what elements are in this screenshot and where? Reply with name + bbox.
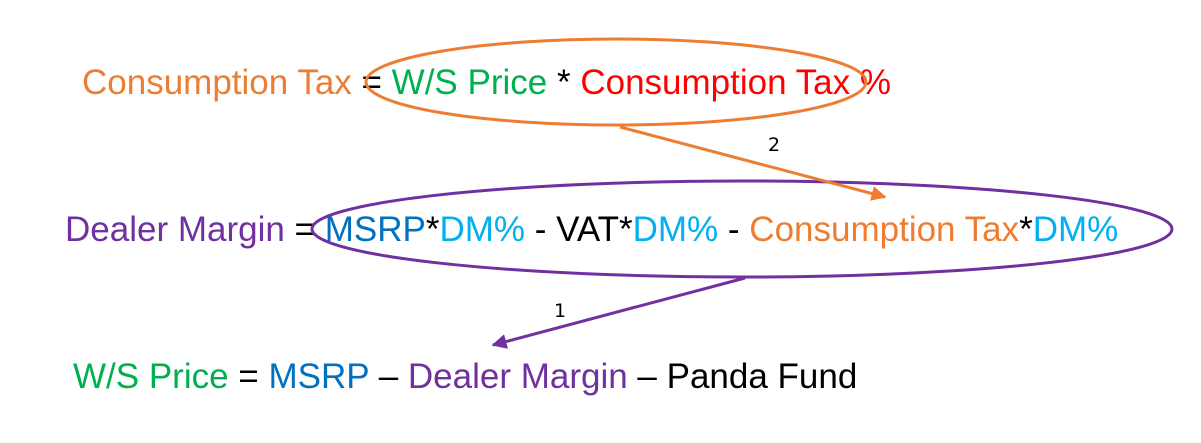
formula-term: =	[285, 210, 325, 249]
formula-term: Consumption Tax %	[580, 63, 891, 102]
formula: Dealer Margin = MSRP*DM% - VAT*DM% - Con…	[65, 210, 1118, 249]
formula-term: DM%	[439, 210, 525, 249]
formula-term: *	[426, 210, 440, 249]
arrow	[619, 125, 887, 201]
formula-term: =	[229, 357, 269, 396]
highlight-ellipse	[364, 37, 868, 127]
formula-term: Dealer Margin	[65, 210, 285, 249]
formula-term: *	[547, 63, 580, 102]
formula: W/S Price = MSRP – Dealer Margin – Panda…	[73, 357, 857, 396]
formula: Consumption Tax = W/S Price * Consumptio…	[82, 63, 891, 102]
formulas: Consumption Tax = W/S Price * Consumptio…	[65, 63, 1118, 396]
formula-term: *	[1019, 210, 1033, 249]
arrow-label: 2	[768, 134, 780, 156]
formula-term: W/S Price	[392, 63, 548, 102]
formula-term: DM%	[633, 210, 719, 249]
formula-term: – Panda Fund	[628, 357, 858, 396]
formula-term: –	[369, 357, 408, 396]
arrow	[491, 276, 746, 349]
formula-term: -	[718, 210, 749, 249]
formula-term: - VAT*	[525, 210, 633, 249]
formula-term: =	[352, 63, 392, 102]
formula-term: Consumption Tax	[82, 63, 352, 102]
highlight-ellipse	[310, 179, 1174, 279]
formula-term: DM%	[1033, 210, 1119, 249]
formula-term: MSRP	[268, 357, 369, 396]
formula-term: W/S Price	[73, 357, 229, 396]
formula-term: Dealer Margin	[408, 357, 628, 396]
arrow-label: 1	[554, 300, 566, 322]
formula-term: MSRP	[325, 210, 426, 249]
formula-term: Consumption Tax	[749, 210, 1019, 249]
